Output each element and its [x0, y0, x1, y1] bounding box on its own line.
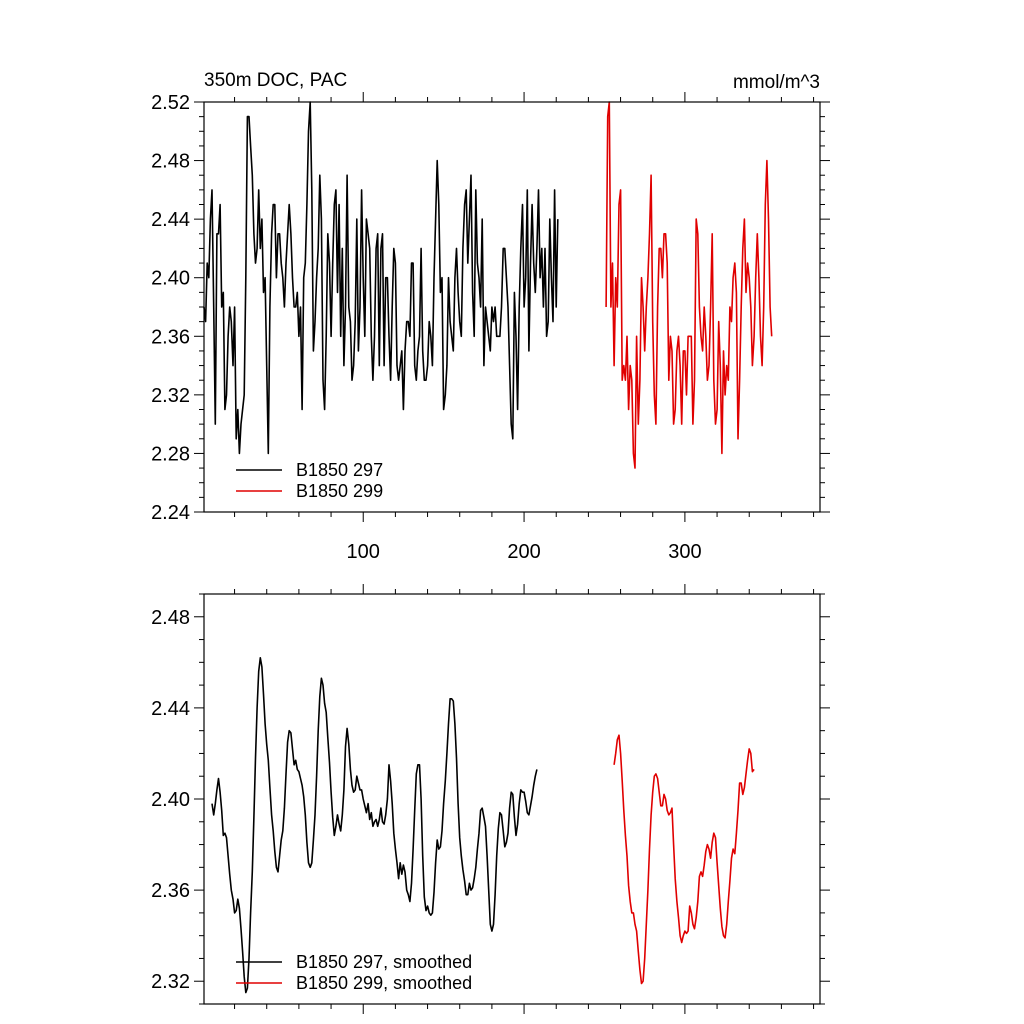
top-series-line-1: [203, 101, 559, 455]
top-x-tick-label: 100: [347, 541, 380, 563]
bottom-chart-marks: [211, 656, 755, 994]
top-chart: 350m DOC, PAC mmol/m^3 2.242.282.322.362…: [151, 70, 830, 563]
top-chart-title: 350m DOC, PAC: [204, 70, 347, 91]
legend-label-b1850-299-smoothed: B1850 299, smoothed: [296, 973, 472, 993]
top-y-tick-label: 2.40: [151, 268, 190, 290]
top-x-ticks: 100 200 300: [234, 92, 815, 563]
bottom-series-line-1: [211, 656, 538, 994]
top-y-tick-label: 2.36: [151, 326, 190, 348]
bottom-y-tick-label: 2.36: [151, 880, 190, 902]
legend-label-b1850-297: B1850 297: [296, 460, 383, 480]
bottom-y-ticks: 2.32 2.36 2.40 2.44 2.48: [151, 593, 830, 1005]
bottom-x-ticks: [234, 584, 815, 1014]
bottom-series-line-2: [613, 734, 755, 985]
bottom-plot-frame: [203, 593, 821, 1005]
top-y-ticks: 2.24 2.28 2.32 2.36 2.40 2.44 2.48 2.52: [151, 92, 830, 524]
top-y-tick-label: 2.52: [151, 92, 190, 114]
bottom-chart: 2.32 2.36 2.40 2.44 2.48 B1850 297, smoothed…: [151, 584, 830, 1014]
top-legend: B1850 297 B1850 299: [236, 460, 383, 501]
top-chart-units: mmol/m^3: [733, 72, 820, 93]
top-x-tick-label: 300: [668, 541, 701, 563]
bottom-y-tick-label: 2.32: [151, 971, 190, 993]
top-chart-marks: [203, 101, 773, 469]
top-y-tick-label: 2.32: [151, 385, 190, 407]
bottom-y-tick-label: 2.40: [151, 789, 190, 811]
top-series-line-2: [605, 101, 773, 469]
top-y-tick-label: 2.48: [151, 151, 190, 173]
bottom-legend: B1850 297, smoothed B1850 299, smoothed: [236, 952, 472, 993]
top-y-tick-label: 2.44: [151, 209, 190, 231]
top-y-tick-label: 2.28: [151, 443, 190, 465]
legend-label-b1850-297-smoothed: B1850 297, smoothed: [296, 952, 472, 972]
top-x-tick-label: 200: [507, 541, 540, 563]
legend-label-b1850-299: B1850 299: [296, 481, 383, 501]
bottom-y-tick-label: 2.44: [151, 698, 190, 720]
bottom-y-tick-label: 2.48: [151, 607, 190, 629]
top-y-tick-label: 2.24: [151, 502, 190, 524]
